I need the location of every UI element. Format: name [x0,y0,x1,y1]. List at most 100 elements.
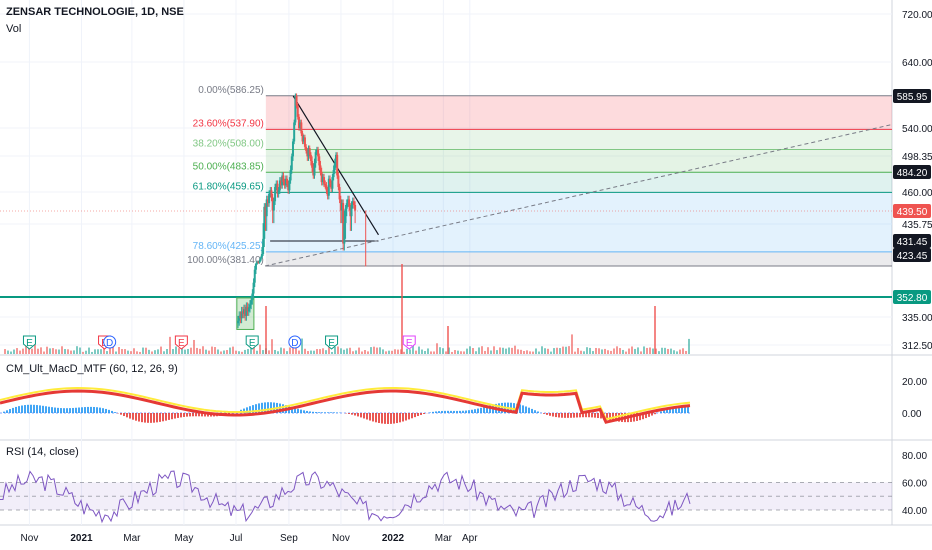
macd-histogram-bar [465,410,467,413]
macd-histogram-bar [243,408,245,413]
macd-histogram-bar [474,409,476,413]
price-tag [893,290,931,304]
candle [257,261,260,263]
macd-histogram-bar [318,412,320,413]
macd-histogram-bar [579,413,581,418]
candle [268,193,271,204]
macd-histogram-bar [99,407,101,413]
volume-bar [334,346,336,354]
candle [338,187,341,200]
price-axis-label: 435.75 [902,220,932,231]
candle [250,300,253,305]
volume-bar [601,349,603,354]
volume-bar [79,347,81,354]
candle [323,177,326,184]
candle [270,190,273,198]
candle [303,137,306,147]
macd-histogram-bar [249,406,251,413]
volume-bar [313,350,315,354]
macd-histogram-bar [522,405,524,413]
macd-histogram-bar [654,413,656,415]
price-tag [893,248,931,262]
earnings-marker [245,335,259,350]
volume-bar [340,348,342,354]
volume-bar [586,347,588,354]
macd-histogram-bar [639,413,641,421]
macd-histogram-bar [141,413,143,423]
volume-bar [517,349,519,354]
candle [252,282,255,294]
volume-bar [589,347,591,354]
macd-histogram-bar [555,413,557,418]
volume-bar [652,348,654,354]
macd-histogram-bar [123,413,125,417]
macd-histogram-bar [573,413,575,418]
candle [294,95,297,123]
dividend-marker [288,335,302,349]
volume-bar [61,346,63,354]
volume-bar [211,346,213,354]
macd-histogram-bar [360,413,362,418]
candle [280,180,283,186]
volume-bar [661,347,663,354]
macd-histogram-bar [546,413,548,415]
earnings-marker [22,335,36,350]
macd-histogram-bar [675,406,677,413]
macd-histogram-bar [618,413,620,422]
volume-bar [121,349,123,354]
volume-bar [253,347,255,354]
candle [331,177,334,189]
macd-histogram-bar [420,413,422,415]
macd-histogram-bar [252,405,254,413]
macd-histogram-bar [384,413,386,424]
macd-histogram-bar [501,402,503,413]
volume-bar [202,346,204,354]
volume-bar [85,350,87,354]
price-tag-label: 439.50 [897,207,928,218]
candle [269,190,272,194]
macd-histogram-bar [81,407,83,413]
volume-bar [487,347,489,354]
fib-zone [265,95,893,130]
macd-histogram-bar [258,403,260,413]
volume-bar [226,350,228,354]
macd-histogram-bar [531,408,533,413]
macd-histogram-bar [174,413,176,419]
fib-level-label: 0.00%(586.25) [198,85,264,96]
volume-bar [439,347,441,354]
volume-bar [358,347,360,354]
volume-bar [640,351,642,354]
macd-histogram-bar [45,406,47,413]
volume-bar [7,350,9,354]
candle [343,223,346,244]
volume-bar [214,347,216,354]
candle [293,122,296,142]
volume-bar [196,347,198,354]
candle [332,169,335,178]
macd-histogram-bar [459,410,461,413]
macd-histogram-bar [600,413,602,419]
macd-histogram-bar [192,413,194,417]
candle [300,122,303,134]
fib-level-label: 50.00%(483.85) [193,161,264,172]
time-axis-label: Mar [435,533,453,544]
volume-bar [496,350,498,354]
macd-histogram-bar [111,410,113,413]
macd-histogram-bar [480,407,482,413]
fib-zone [265,192,893,252]
volume-bar [235,350,237,354]
volume-bar [187,348,189,354]
macd-histogram-bar [150,413,152,423]
macd-histogram-bar [570,413,572,418]
macd-histogram-bar [432,411,434,413]
candle [340,203,343,211]
volume-bar [511,347,513,354]
macd-histogram-bar [264,402,266,413]
candle [248,304,251,309]
macd-histogram-bar [378,413,380,424]
volume-bar [163,351,165,354]
volume-bar [613,348,615,354]
candle [307,148,310,157]
macd-histogram-bar [381,413,383,424]
